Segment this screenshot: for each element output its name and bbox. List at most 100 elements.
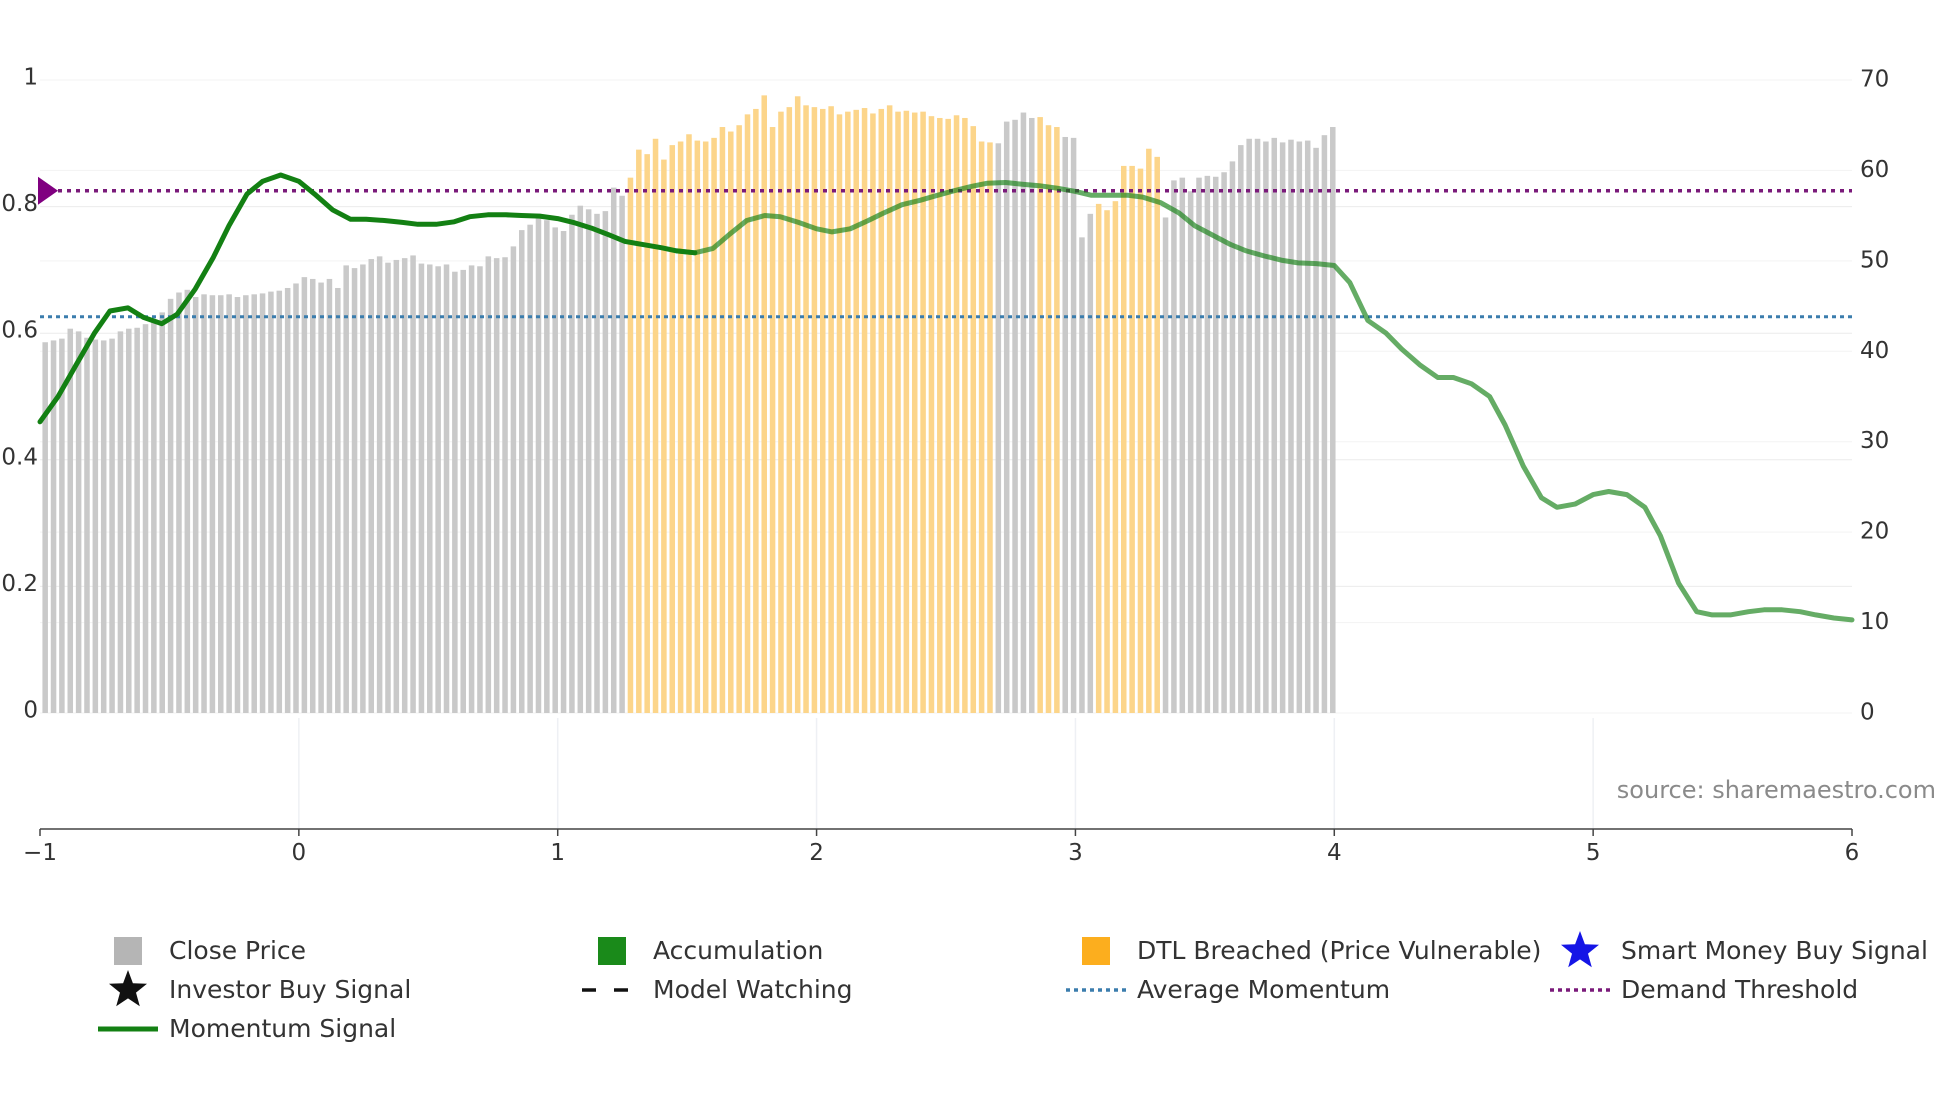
legend-label-close-price: Close Price: [169, 936, 306, 965]
close-price-bar: [527, 224, 533, 713]
dtl-bar: [661, 159, 667, 713]
close-price-bar: [117, 331, 124, 713]
y-left-tick-label: 1: [23, 65, 38, 91]
close-price-bar: [1229, 161, 1236, 713]
close-price-bar: [1263, 141, 1269, 714]
dtl-bar: [1112, 201, 1119, 714]
y-right-tick-label: 30: [1860, 428, 1889, 454]
close-price-bar: [485, 256, 492, 713]
dtl-bar: [728, 131, 734, 714]
close-price-bar: [995, 143, 1002, 714]
y-left-tick-label: 0.4: [1, 444, 38, 470]
close-price-bar: [42, 342, 48, 713]
y-right-tick-label: 70: [1860, 67, 1889, 93]
close-price-bar: [1029, 117, 1035, 714]
dtl-bar: [1154, 156, 1160, 714]
dtl-bar: [903, 110, 910, 713]
dtl-bar: [1146, 148, 1152, 714]
close-price-bar: [1171, 180, 1177, 713]
close-price-bar: [59, 338, 65, 713]
dtl-bar: [878, 108, 885, 713]
y-left-tick-label: 0.2: [1, 571, 38, 597]
legend-label-dtl-breached-price-vulnerable: DTL Breached (Price Vulnerable): [1137, 936, 1541, 965]
dtl-bar: [1121, 165, 1127, 713]
y-right-tick-label: 10: [1860, 609, 1889, 635]
legend-label-investor-buy-signal: Investor Buy Signal: [169, 975, 411, 1004]
x-tick-label: 2: [809, 840, 824, 866]
momentum-series: [37, 172, 1855, 623]
dtl-bar: [911, 112, 918, 714]
close-price-bar: [1012, 119, 1018, 714]
close-price-bar: [151, 319, 157, 713]
close-price-bar: [594, 213, 600, 713]
close-price-bar: [218, 295, 224, 713]
close-price-bar: [385, 262, 391, 713]
close-price-bar: [560, 231, 567, 713]
y-right-tick-label: 20: [1860, 519, 1889, 545]
close-price-bar: [192, 297, 199, 713]
close-price-bar: [585, 209, 592, 713]
close-price-bar: [243, 295, 249, 713]
close-price-bar: [1187, 191, 1194, 714]
close-price-bar: [1254, 138, 1261, 713]
close-price-bar: [309, 278, 316, 713]
close-price-bar: [376, 256, 383, 713]
dtl-bar: [644, 154, 650, 713]
dtl-bar: [677, 141, 684, 714]
close-price-bars: [42, 95, 1336, 714]
x-tick-label: 3: [1068, 840, 1083, 866]
close-price-bar: [1204, 175, 1211, 714]
close-price-bar: [201, 294, 207, 713]
close-price-bar: [343, 265, 349, 713]
dtl-bar: [1037, 117, 1043, 713]
close-price-bar: [544, 220, 550, 713]
close-price-bar: [610, 187, 617, 714]
dtl-bar: [778, 111, 784, 713]
close-price-bar: [284, 287, 291, 713]
legend-swatch-close-price: [114, 937, 142, 965]
close-price-bar: [510, 246, 517, 713]
close-price-bar: [142, 324, 149, 713]
close-price-bar: [1221, 172, 1227, 714]
dtl-bar: [719, 127, 726, 713]
close-price-bar: [251, 294, 257, 713]
close-price-bar: [1271, 137, 1278, 713]
x-tick-label: −1: [23, 840, 57, 866]
dtl-bar: [870, 113, 876, 713]
dtl-bar: [794, 96, 801, 713]
close-price-bar: [460, 269, 466, 713]
close-price-bar: [1062, 136, 1068, 714]
dtl-bar: [1129, 165, 1135, 713]
close-price-bar: [1321, 135, 1328, 713]
y-left-tick-label: 0.6: [1, 318, 38, 344]
x-tick-label: 1: [550, 840, 565, 866]
dtl-bar: [978, 141, 985, 714]
dtl-bar: [1054, 127, 1060, 713]
close-price-bar: [1087, 213, 1094, 713]
dtl-bar: [895, 111, 901, 713]
dtl-bar: [652, 138, 659, 713]
close-price-bar: [1296, 141, 1303, 714]
y-left-tick-label: 0: [23, 698, 38, 724]
dtl-bar: [736, 125, 742, 713]
legend-label-demand-threshold: Demand Threshold: [1621, 975, 1858, 1004]
close-price-bar: [126, 328, 132, 713]
close-price-bar: [435, 266, 441, 713]
dtl-bar: [786, 107, 793, 713]
legend-label-momentum-signal: Momentum Signal: [169, 1014, 396, 1043]
close-price-bar: [100, 340, 107, 713]
dtl-bar: [970, 126, 977, 714]
dtl-bar: [694, 140, 701, 714]
close-price-bar: [1238, 145, 1244, 714]
dtl-bar: [928, 116, 935, 714]
close-price-bar: [335, 287, 341, 713]
dtl-bar: [945, 118, 951, 713]
close-price-bar: [259, 293, 266, 713]
momentum-line: [37, 172, 698, 425]
dtl-bar: [853, 109, 859, 714]
y-right-tick-label: 50: [1860, 247, 1889, 273]
dtl-bar: [962, 117, 968, 714]
dtl-bar: [1095, 203, 1102, 713]
